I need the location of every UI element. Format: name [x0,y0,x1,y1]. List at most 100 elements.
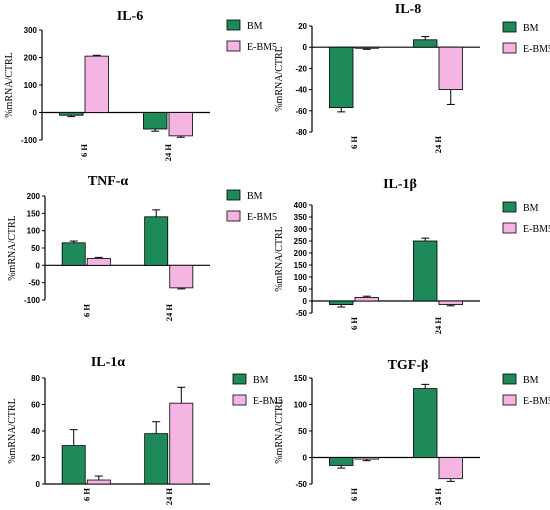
y-tick-label: 100 [294,401,308,410]
y-tick-label: 100 [27,227,41,236]
y-tick-label: 0 [303,43,308,52]
y-tick-label: 200 [27,192,41,201]
y-tick-label: 50 [31,244,40,253]
y-axis-label: %mRNA/CTRL [274,398,285,464]
y-tick-label: -50 [28,279,40,288]
bar-bm-24h [144,433,169,485]
y-tick-label: 0 [303,297,308,306]
chart-title: IL-1α [91,355,125,370]
x-tick-label: 24 H [433,317,443,335]
y-axis-label: %mRNA/CTRL [274,46,285,112]
legend-swatch-e-bm5 [502,394,517,406]
y-axis-label: %mRNA/CTRL [4,52,15,118]
y-tick-label: 0 [36,261,41,270]
legend-swatch-bm [502,373,517,385]
legend-swatch-bm [226,189,241,201]
y-tick-label: -80 [295,128,307,137]
bar-e-bm5-6h [86,479,111,485]
legend-label-bm: BM [247,191,263,202]
x-tick-label: 24 H [433,136,443,154]
legend-label-e-bm5: E-BM5 [247,42,277,53]
chart-title: IL-8 [395,2,421,17]
x-tick-label: 6 H [81,304,91,317]
y-axis-label: %mRNA/CTRL [7,215,18,281]
y-tick-label: 0 [36,480,41,489]
y-tick-label: 50 [298,427,307,436]
bar-e-bm5-6h [84,55,109,113]
chart-panel-6: TGF-β %mRNA/CTRL -50 0 50 100 150 6 H 24 H BM E-BM… [274,358,550,505]
legend-swatch-e-bm5 [226,210,241,222]
legend-swatch-bm [232,373,247,385]
bar-e-bm5-6h [354,457,379,460]
y-tick-label: -50 [295,480,307,489]
bar-bm-6h [329,46,354,109]
y-tick-label: -40 [295,86,307,95]
y-tick-label: 20 [31,454,40,463]
chart-title: TGF-β [388,358,429,373]
chart-panel-1: IL-6 %mRNA/CTRL -100 0 100 200 300 6 H 24 H BM E-B… [4,9,277,161]
y-tick-label: 100 [294,273,308,282]
chart-panel-4: IL-1β %mRNA/CTRL -50 0 50 100 150 200 250 300 350 4… [274,177,550,334]
bar-bm-6h [329,300,354,305]
bar-bm-6h [61,445,86,485]
legend-label-bm: BM [523,375,539,386]
y-tick-label: 300 [294,225,308,234]
y-tick-label: -100 [21,136,38,145]
legend-swatch-e-bm5 [502,222,517,234]
legend-swatch-e-bm5 [226,40,241,52]
legend-label-e-bm5: E-BM5 [523,396,550,407]
bar-e-bm5-24h [438,300,463,305]
legend-label-e-bm5: E-BM5 [523,224,550,235]
y-tick-label: 300 [24,26,38,35]
y-tick-label: 0 [303,454,308,463]
legend-swatch-e-bm5 [502,42,517,54]
bar-e-bm5-24h [169,264,194,289]
y-tick-label: 200 [294,249,308,258]
y-tick-label: 100 [24,81,38,90]
y-tick-label: 350 [294,213,308,222]
y-tick-label: 200 [24,54,38,63]
x-tick-label: 6 H [81,488,91,501]
bar-bm-24h [413,388,438,458]
bar-e-bm5-24h [438,457,463,480]
bar-bm-24h [413,39,438,48]
y-axis-label: %mRNA/CTRL [7,398,18,464]
y-tick-label: 150 [27,209,41,218]
bar-e-bm5-6h [86,257,111,266]
y-tick-label: 400 [294,201,308,210]
legend-label-bm: BM [247,21,263,32]
x-tick-label: 6 H [349,317,359,330]
x-tick-label: 6 H [349,136,359,149]
legend-swatch-bm [502,201,517,213]
bar-e-bm5-24h [168,112,193,137]
chart-title: TNF-α [88,174,129,189]
y-tick-label: 40 [31,427,40,436]
bar-e-bm5-24h [438,46,463,91]
y-tick-label: 60 [31,401,40,410]
x-tick-label: 24 H [164,488,174,506]
y-tick-label: -20 [295,64,307,73]
legend-label-bm: BM [523,23,539,34]
bar-bm-24h [143,112,168,130]
y-tick-label: 80 [31,374,40,383]
y-tick-label: 20 [298,22,307,31]
y-tick-label: 150 [294,374,308,383]
legend-label-e-bm5: E-BM5 [247,212,277,223]
chart-panel-2: IL-8 %mRNA/CTRL -80 -60 -40 -20 0 20 6 H 24 H BM E-… [274,2,550,153]
x-tick-label: 24 H [163,144,173,162]
x-tick-label: 24 H [433,488,443,506]
y-tick-label: 250 [294,237,308,246]
bar-e-bm5-6h [354,296,379,302]
chart-panel-3: TNF-α %mRNA/CTRL -100 -50 0 50 100 150 200 6 H 24 … [7,174,277,321]
legend-label-bm: BM [523,203,539,214]
bar-e-bm5-6h [354,46,379,49]
chart-title: IL-1β [383,177,417,192]
y-tick-label: -60 [295,107,307,116]
x-tick-label: 6 H [79,144,89,157]
bar-e-bm5-24h [169,402,194,485]
legend-swatch-bm [502,21,517,33]
legend-label-e-bm5: E-BM5 [253,396,283,407]
bar-bm-6h [61,242,86,266]
chart-panel-5: IL-1α %mRNA/CTRL 0 20 40 60 80 6 H 24 H BM E-BM5 [7,355,283,505]
